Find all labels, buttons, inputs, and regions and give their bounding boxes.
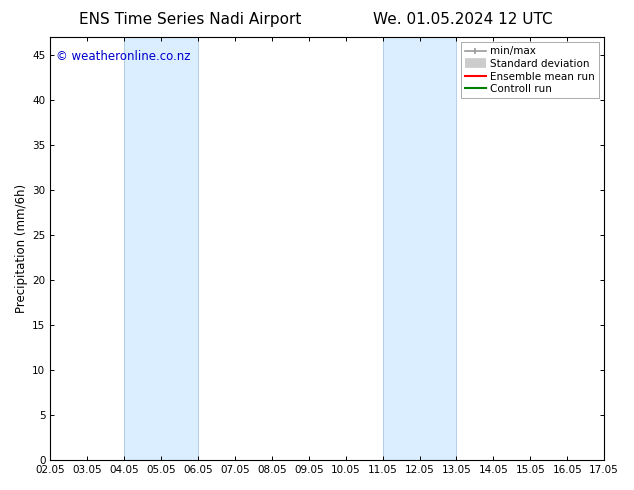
- Y-axis label: Precipitation (mm/6h): Precipitation (mm/6h): [15, 184, 28, 313]
- Legend: min/max, Standard deviation, Ensemble mean run, Controll run: min/max, Standard deviation, Ensemble me…: [461, 42, 599, 98]
- Text: © weatheronline.co.nz: © weatheronline.co.nz: [56, 50, 190, 63]
- Text: We. 01.05.2024 12 UTC: We. 01.05.2024 12 UTC: [373, 12, 553, 27]
- Bar: [124, 37, 198, 460]
- Text: ENS Time Series Nadi Airport: ENS Time Series Nadi Airport: [79, 12, 301, 27]
- Bar: [382, 37, 456, 460]
